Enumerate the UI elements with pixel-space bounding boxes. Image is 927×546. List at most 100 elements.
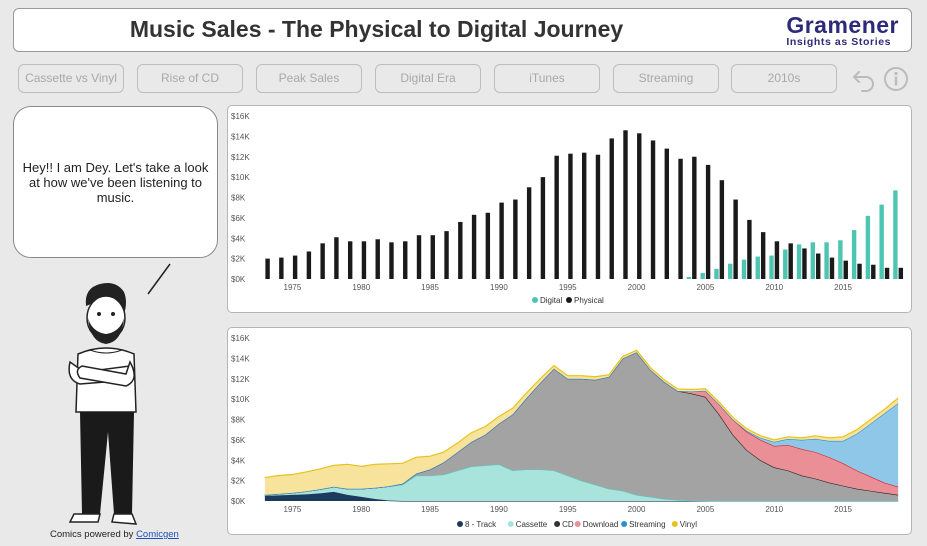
x-tick-label: 1980 — [352, 505, 370, 514]
legend-label: Vinyl — [680, 520, 697, 529]
nav-button-digital-era[interactable]: Digital Era — [375, 64, 481, 93]
legend-marker — [507, 521, 514, 527]
y-tick-label: $10K — [231, 173, 250, 182]
y-tick-label: $8K — [231, 416, 246, 425]
bar-digital — [755, 256, 760, 279]
bar-physical — [458, 221, 463, 279]
speech-tail — [147, 263, 171, 295]
y-tick-label: $6K — [231, 214, 246, 223]
bar-physical — [554, 155, 559, 279]
bar-digital — [838, 240, 843, 279]
undo-arrow-icon[interactable] — [851, 66, 877, 92]
y-tick-label: $12K — [231, 153, 250, 162]
comicgen-link[interactable]: Comicgen — [136, 529, 179, 540]
info-icon[interactable] — [883, 66, 909, 92]
x-tick-label: 1990 — [490, 505, 508, 514]
nav-button-cassette-vs-vinyl[interactable]: Cassette vs Vinyl — [18, 64, 124, 93]
comics-credit: Comics powered by Comicgen — [50, 529, 179, 540]
bar-physical — [568, 153, 573, 279]
bar-physical — [526, 187, 532, 279]
legend-marker — [671, 521, 678, 527]
comic-character-illustration — [68, 263, 171, 525]
bar-physical — [499, 202, 504, 279]
bar-physical — [403, 241, 408, 279]
bar-physical — [292, 255, 298, 279]
nav-button-2010s[interactable]: 2010s — [731, 64, 837, 93]
bar-chart-panel: $0K $2K $4K $6K $8K $10K $12K $14K $16K 1975 1980 1… — [227, 105, 912, 313]
legend-marker — [566, 297, 572, 303]
y-tick-label: $4K — [231, 234, 246, 243]
bar-physical — [816, 253, 821, 279]
legend-marker — [532, 297, 538, 303]
y-tick-label: $8K — [231, 194, 246, 203]
x-tick-label: 2015 — [834, 283, 852, 292]
area-cassette — [264, 464, 899, 501]
legend-marker — [554, 521, 561, 527]
bar-digital — [851, 230, 857, 279]
area-cd — [264, 352, 899, 501]
y-tick-label: $14K — [231, 132, 250, 141]
area-chart: $0K $2K $4K $6K $8K $10K $12K $14K $16K 1975 1980 1… — [231, 334, 899, 529]
y-tick-label: $16K — [231, 334, 250, 343]
nav-button-streaming[interactable]: Streaming — [613, 64, 719, 93]
bar-physical — [430, 235, 435, 279]
nav-button-peak-sales[interactable]: Peak Sales — [256, 64, 362, 93]
y-tick-label: $0K — [231, 497, 246, 506]
y-tick-label: $6K — [231, 436, 246, 445]
bar-physical — [733, 199, 738, 279]
bar-physical — [347, 241, 353, 279]
x-tick-label: 2015 — [834, 505, 852, 514]
bar-digital — [810, 242, 816, 279]
legend-marker — [621, 521, 628, 527]
bar-chart: $0K $2K $4K $6K $8K $10K $12K $14K $16K 1975 1980 1… — [231, 112, 904, 305]
bar-physical — [595, 154, 601, 279]
brand-name: Gramener — [786, 12, 899, 38]
bar-physical — [719, 180, 725, 279]
x-tick-label: 1990 — [490, 283, 508, 292]
area-chart-panel: $0K $2K $4K $6K $8K $10K $12K $14K $16K 1975 1980 1… — [227, 327, 912, 535]
area-line-vinyl — [264, 349, 899, 479]
bar-physical — [416, 235, 422, 279]
x-tick-label: 2005 — [696, 283, 714, 292]
bar-physical — [898, 267, 904, 279]
bar-physical — [320, 243, 325, 279]
bar-physical — [760, 232, 766, 279]
bar-digital — [893, 190, 898, 279]
bar-digital — [741, 259, 747, 279]
bar-physical — [843, 260, 848, 279]
bar-physical — [747, 219, 752, 279]
nav-button-rise-of-cd[interactable]: Rise of CD — [137, 64, 243, 93]
bar-physical — [513, 199, 518, 279]
speech-text: Hey!! I am Dey. Let's take a look at how… — [22, 159, 209, 205]
area-download — [264, 352, 899, 495]
bar-physical — [444, 231, 449, 279]
brand-logo[interactable]: Gramener Insights as Stories — [786, 13, 899, 48]
x-tick-label: 2000 — [628, 505, 646, 514]
x-tick-label: 2005 — [696, 505, 714, 514]
bar-digital — [686, 276, 692, 279]
legend-label: Physical — [574, 296, 604, 305]
bar-physical — [857, 263, 862, 279]
legend-label: Streaming — [629, 520, 665, 529]
bar-physical — [623, 130, 628, 279]
x-tick-label: 2010 — [765, 505, 783, 514]
bar-physical — [306, 251, 312, 279]
legend-marker — [574, 521, 581, 527]
y-tick-label: $14K — [231, 354, 250, 363]
legend-label: 8 - Track — [465, 520, 497, 529]
y-tick-label: $10K — [231, 395, 250, 404]
nav-button-itunes[interactable]: iTunes — [494, 64, 600, 93]
y-tick-label: $16K — [231, 112, 250, 121]
y-tick-label: $12K — [231, 375, 250, 384]
bar-physical — [582, 152, 587, 279]
legend-label: Digital — [540, 296, 562, 305]
bar-digital — [700, 272, 705, 279]
bar-digital — [769, 255, 774, 279]
bar-digital — [865, 215, 871, 279]
bar-physical — [650, 140, 656, 279]
legend-label: Cassette — [516, 520, 548, 529]
legend-label: CD — [562, 520, 574, 529]
bar-physical — [871, 264, 876, 279]
brand-tagline: Insights as Stories — [786, 36, 892, 48]
bar-physical — [678, 158, 683, 279]
